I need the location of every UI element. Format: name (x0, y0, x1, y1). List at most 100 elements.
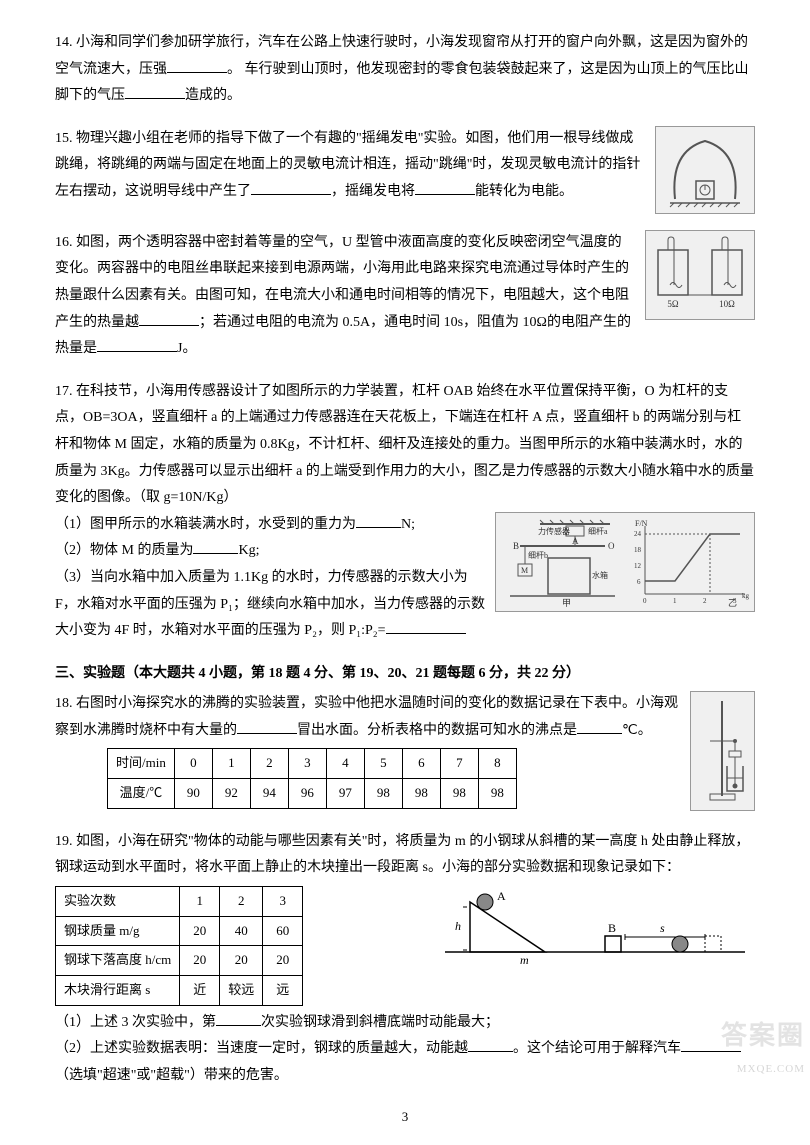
q19-part1: 如图，小海在研究"物体的动能与哪些因素有关"时，将质量为 m 的小钢球从斜槽的某… (55, 834, 749, 876)
q19-sub1: （1）上述 3 次实验中，第次实验钢球滑到斜槽底端时动能最大； (55, 1010, 755, 1037)
cell: 20 (180, 916, 220, 946)
q16-text: 16. 如图，两个透明容器中密封着等量的空气，U 型管中液面高度的变化反映密闭空… (55, 235, 631, 356)
cell: 97 (326, 779, 364, 809)
cell: 20 (220, 946, 263, 976)
cell: 7 (440, 749, 478, 779)
table-row: 钢球下落高度 h/cm 20 20 20 (56, 946, 303, 976)
cell: 8 (478, 749, 516, 779)
unit: Kg; (238, 543, 259, 558)
question-16: 5Ω 10Ω 16. 如图，两个透明容器中密封着等量的空气，U 型管中液面高度的… (55, 230, 755, 363)
svg-text:18: 18 (634, 546, 642, 554)
svg-text:细杆b: 细杆b (528, 550, 548, 560)
cell: 5 (364, 749, 402, 779)
svg-text:2: 2 (703, 597, 707, 605)
cell: 20 (180, 946, 220, 976)
cell: 94 (250, 779, 288, 809)
svg-text:0: 0 (643, 597, 647, 605)
cell: 98 (478, 779, 516, 809)
cell: 温度/℃ (108, 779, 175, 809)
svg-text:F/N: F/N (635, 519, 648, 528)
cell: 6 (402, 749, 440, 779)
cell: 40 (220, 916, 263, 946)
q18-num: 18. (55, 696, 73, 711)
svg-text:A: A (572, 536, 579, 546)
cell: 2 (250, 749, 288, 779)
blank (125, 85, 185, 99)
blank (139, 312, 199, 326)
svg-text:kg: kg (742, 592, 750, 600)
svg-text:B: B (608, 921, 616, 935)
q18-part2: 冒出水面。分析表格中的数据可知水的沸点是 (297, 723, 577, 738)
svg-text:甲: 甲 (562, 598, 571, 608)
cell: 92 (212, 779, 250, 809)
q16-figure: 5Ω 10Ω (645, 230, 755, 320)
svg-text:水箱: 水箱 (592, 570, 608, 580)
cell: 时间/min (108, 749, 175, 779)
blank (251, 181, 331, 195)
section-3-header: 三、实验题（本大题共 4 小题，第 18 题 4 分、第 19、20、21 题每… (55, 661, 755, 688)
blank (97, 338, 177, 352)
blank (577, 720, 622, 734)
svg-text:24: 24 (634, 530, 642, 538)
label: （3） (55, 570, 90, 585)
svg-text:力传感器: 力传感器 (538, 526, 570, 536)
q14-text: 14. 小海和同学们参加研学旅行，汽车在公路上快速行驶时，小海发现窗帘从打开的窗… (55, 35, 749, 103)
table-row: 实验次数 1 2 3 (56, 887, 303, 917)
text: 物体 M 的质量为 (90, 543, 193, 558)
cell: 98 (364, 779, 402, 809)
cell: 钢球下落高度 h/cm (56, 946, 180, 976)
cell: 较远 (220, 976, 263, 1006)
blank (216, 1012, 261, 1026)
cell: 98 (402, 779, 440, 809)
cell: 20 (263, 946, 303, 976)
cell: 60 (263, 916, 303, 946)
q17-figure: 力传感器 细杆a B A O 细杆b M 水箱 甲 F/N 6 12 (495, 512, 755, 612)
cell: 98 (440, 779, 478, 809)
table-row: 木块滑行距离 s 近 较远 远 (56, 976, 303, 1006)
cell: 3 (288, 749, 326, 779)
q18-table: 时间/min 0 1 2 3 4 5 6 7 8 温度/℃ 90 92 94 9… (107, 748, 517, 808)
q15-text: 15. 物理兴趣小组在老师的指导下做了一个有趣的"摇绳发电"实验。如图，他们用一… (55, 131, 640, 199)
q19-text: 19. 如图，小海在研究"物体的动能与哪些因素有关"时，将质量为 m 的小钢球从… (55, 834, 749, 876)
text: 图甲所示的水箱装满水时，水受到的重力为 (90, 517, 356, 532)
q19-table: 实验次数 1 2 3 钢球质量 m/g 20 40 60 钢球下落高度 h/cm… (55, 886, 303, 1006)
question-19: 19. 如图，小海在研究"物体的动能与哪些因素有关"时，将质量为 m 的小钢球从… (55, 829, 755, 1090)
q14-part3: 造成的。 (185, 88, 241, 103)
blank (386, 620, 466, 634)
text: （选填"超速"或"超载"）带来的危害。 (55, 1068, 288, 1083)
q19-sub2: （2）上述实验数据表明：当速度一定时，钢球的质量越大，动能越。这个结论可用于解释… (55, 1036, 755, 1089)
cell: 0 (174, 749, 212, 779)
svg-text:s: s (660, 921, 665, 935)
svg-text:h: h (455, 919, 461, 933)
question-15: 15. 物理兴趣小组在老师的指导下做了一个有趣的"摇绳发电"实验。如图，他们用一… (55, 126, 755, 214)
q19-diagram: A h m B s (425, 882, 755, 972)
svg-text:乙: 乙 (728, 598, 737, 608)
q18-figure (690, 691, 755, 811)
svg-text:A: A (497, 889, 506, 903)
blank (681, 1038, 741, 1052)
q16-num: 16. (55, 235, 73, 250)
blank (356, 514, 401, 528)
table-row: 温度/℃ 90 92 94 96 97 98 98 98 98 (108, 779, 517, 809)
cell: 1 (180, 887, 220, 917)
svg-text:m: m (520, 953, 529, 967)
q19-num: 19. (55, 834, 73, 849)
blank (193, 540, 238, 554)
text: （2）上述实验数据表明：当速度一定时，钢球的质量越大，动能越 (55, 1041, 468, 1056)
cell: 4 (326, 749, 364, 779)
svg-text:O: O (608, 541, 615, 551)
table-row: 时间/min 0 1 2 3 4 5 6 7 8 (108, 749, 517, 779)
label: （1） (55, 517, 90, 532)
cell: 钢球质量 m/g (56, 916, 180, 946)
svg-text:1: 1 (673, 597, 677, 605)
cell: 近 (180, 976, 220, 1006)
q18-text: 18. 右图时小海探究水的沸腾的实验装置，实验中他把水温随时间的变化的数据记录在… (55, 696, 678, 738)
cell: 1 (212, 749, 250, 779)
cell: 96 (288, 779, 326, 809)
svg-text:B: B (513, 541, 519, 551)
svg-text:10Ω: 10Ω (719, 299, 735, 309)
label: （2） (55, 543, 90, 558)
blank (468, 1038, 513, 1052)
q15-part3: 能转化为电能。 (475, 184, 573, 199)
cell: 3 (263, 887, 303, 917)
